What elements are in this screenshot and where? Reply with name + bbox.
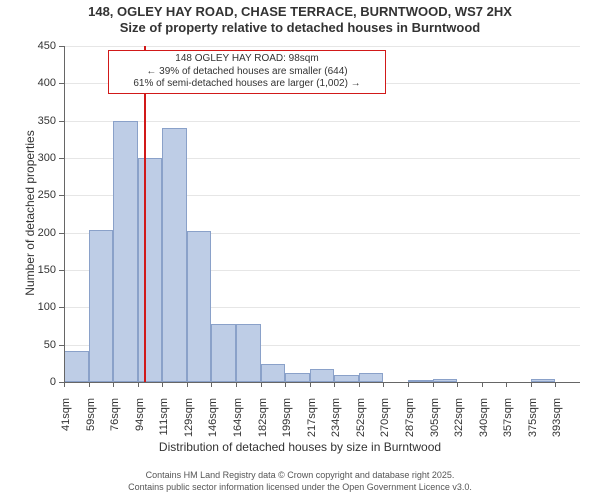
y-tick-label: 50 xyxy=(44,339,56,351)
histogram-bar xyxy=(236,324,261,382)
title-line-1: 148, OGLEY HAY ROAD, CHASE TERRACE, BURN… xyxy=(0,4,600,20)
callout-line-3: 61% of semi-detached houses are larger (… xyxy=(115,78,379,91)
footer: Contains HM Land Registry data © Crown c… xyxy=(0,470,600,493)
x-tick-label: 59sqm xyxy=(85,398,97,448)
y-tick-label: 150 xyxy=(38,264,56,276)
x-tick-label: 340sqm xyxy=(478,398,490,448)
histogram-bar xyxy=(89,230,114,382)
histogram-bar xyxy=(211,324,236,382)
y-tick-label: 350 xyxy=(38,115,56,127)
histogram-bar xyxy=(162,128,187,382)
callout-line-1: 148 OGLEY HAY ROAD: 98sqm xyxy=(115,53,379,66)
x-tick-label: 182sqm xyxy=(257,398,269,448)
x-tick-label: 76sqm xyxy=(109,398,121,448)
x-tick-label: 252sqm xyxy=(355,398,367,448)
plot-area xyxy=(64,46,580,382)
y-tick-label: 250 xyxy=(38,189,56,201)
y-axis-line xyxy=(64,46,65,382)
histogram-bar xyxy=(138,158,163,382)
histogram-bar xyxy=(285,373,310,382)
x-tick-label: 199sqm xyxy=(281,398,293,448)
y-tick-label: 450 xyxy=(38,40,56,52)
x-tick-label: 357sqm xyxy=(502,398,514,448)
y-tick-label: 300 xyxy=(38,152,56,164)
y-axis-label: Number of detached properties xyxy=(23,53,37,373)
x-tick-label: 234sqm xyxy=(330,398,342,448)
y-tick-label: 0 xyxy=(50,376,56,388)
x-tick-label: 305sqm xyxy=(429,398,441,448)
footer-line-2: Contains public sector information licen… xyxy=(0,482,600,494)
x-tick-label: 322sqm xyxy=(453,398,465,448)
histogram-bar xyxy=(359,373,384,382)
grid-line xyxy=(64,121,580,122)
footer-line-1: Contains HM Land Registry data © Crown c… xyxy=(0,470,600,482)
x-tick-label: 164sqm xyxy=(232,398,244,448)
x-tick-label: 41sqm xyxy=(60,398,72,448)
histogram-bar xyxy=(187,231,212,382)
x-tick-label: 393sqm xyxy=(551,398,563,448)
histogram-bar xyxy=(64,351,89,382)
chart-container: 148, OGLEY HAY ROAD, CHASE TERRACE, BURN… xyxy=(0,0,600,500)
histogram-bar xyxy=(334,375,359,382)
x-axis-line xyxy=(64,382,580,383)
x-tick-label: 375sqm xyxy=(527,398,539,448)
title-line-2: Size of property relative to detached ho… xyxy=(0,20,600,36)
grid-line xyxy=(64,46,580,47)
callout-line-2: ← 39% of detached houses are smaller (64… xyxy=(115,66,379,79)
y-tick-label: 400 xyxy=(38,77,56,89)
reference-line xyxy=(144,46,146,382)
x-tick-label: 129sqm xyxy=(183,398,195,448)
x-tick-label: 287sqm xyxy=(404,398,416,448)
histogram-bar xyxy=(310,369,335,382)
title-block: 148, OGLEY HAY ROAD, CHASE TERRACE, BURN… xyxy=(0,0,600,37)
x-tick-label: 270sqm xyxy=(379,398,391,448)
histogram-bar xyxy=(261,364,286,382)
x-tick-label: 94sqm xyxy=(134,398,146,448)
reference-callout: 148 OGLEY HAY ROAD: 98sqm ← 39% of detac… xyxy=(108,50,386,94)
x-tick-label: 111sqm xyxy=(158,398,170,448)
histogram-bar xyxy=(113,121,138,382)
x-tick-label: 146sqm xyxy=(207,398,219,448)
y-tick-label: 100 xyxy=(38,301,56,313)
y-tick-label: 200 xyxy=(38,227,56,239)
x-tick-label: 217sqm xyxy=(306,398,318,448)
